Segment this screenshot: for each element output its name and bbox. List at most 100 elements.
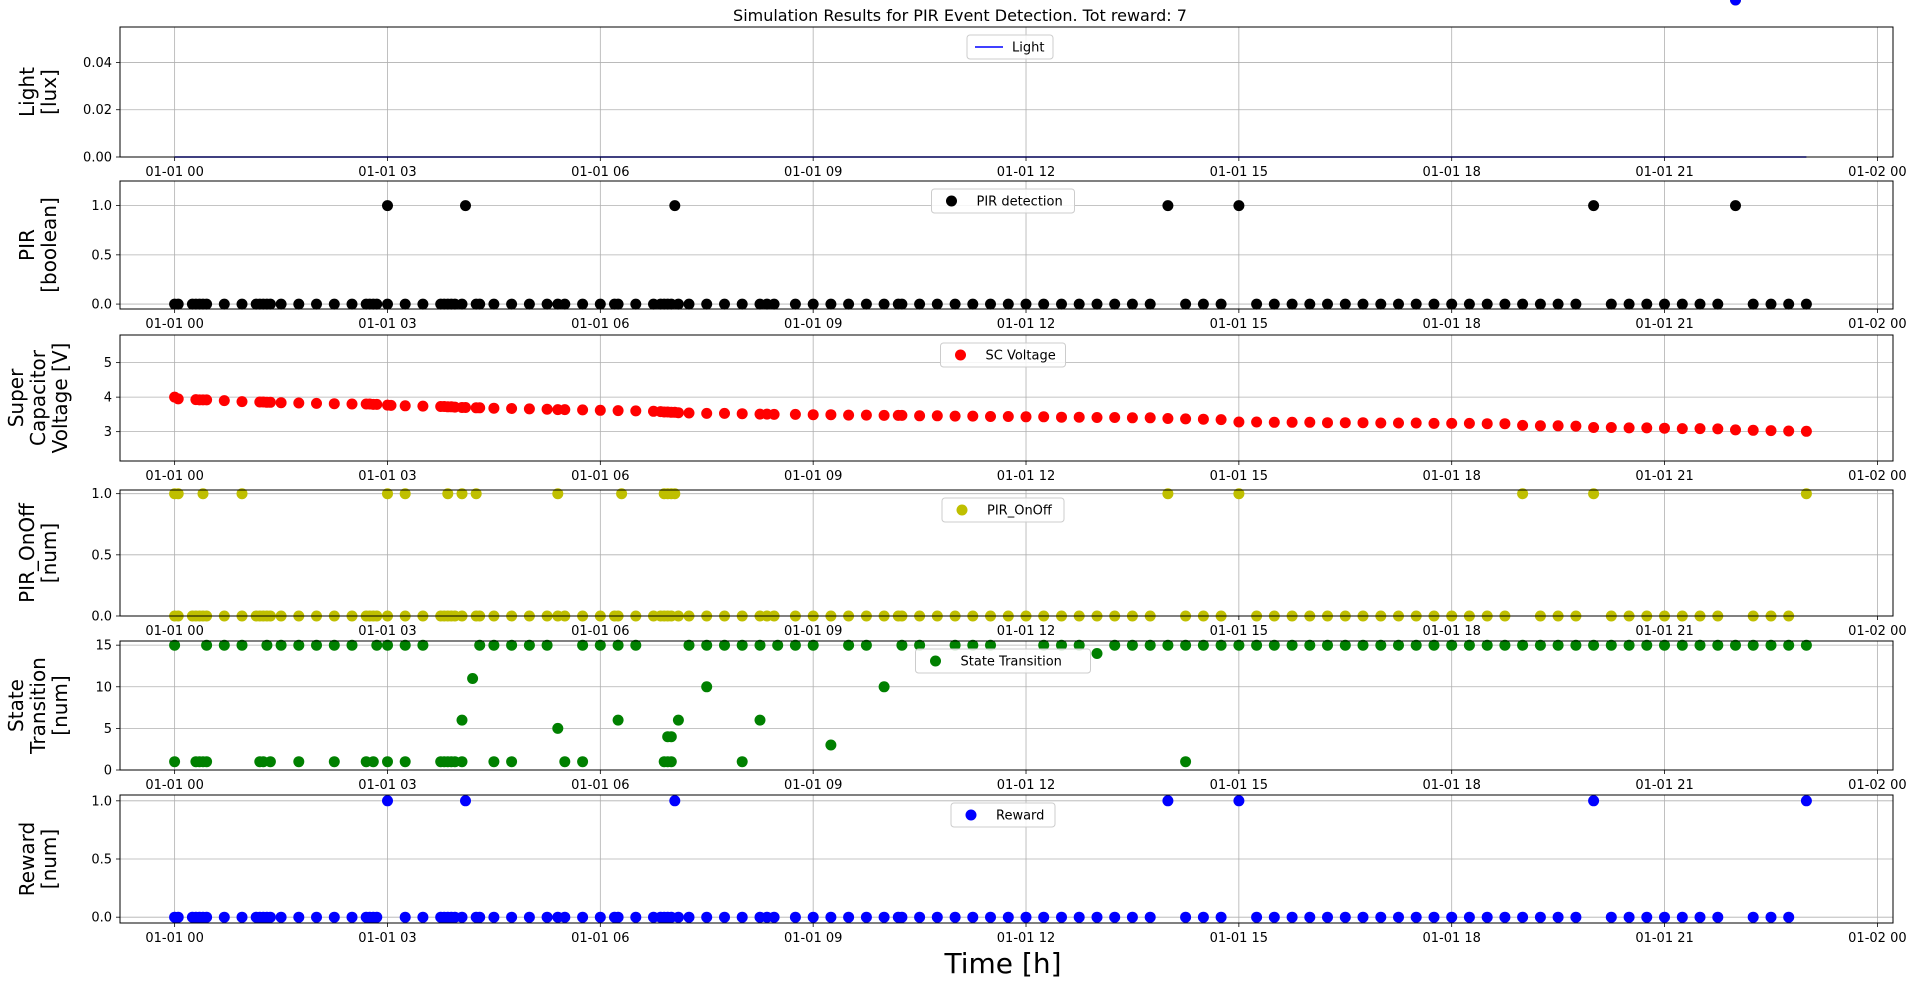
data-point xyxy=(1233,416,1245,428)
data-point xyxy=(1783,425,1795,437)
data-point xyxy=(843,298,855,310)
data-point xyxy=(201,756,213,768)
data-point xyxy=(768,911,780,923)
data-point xyxy=(169,756,181,768)
data-point xyxy=(346,398,358,410)
data-point xyxy=(985,639,996,651)
data-point xyxy=(843,911,855,923)
data-point xyxy=(488,298,500,310)
y-tick-label: 1.0 xyxy=(91,199,112,214)
data-point xyxy=(1091,412,1103,423)
data-point xyxy=(577,298,589,310)
data-point xyxy=(931,410,943,422)
y-tick-label: 0.0 xyxy=(91,610,112,625)
data-point xyxy=(949,639,961,651)
data-point xyxy=(1268,911,1280,923)
data-point xyxy=(1534,639,1546,651)
data-point xyxy=(506,639,518,651)
data-point xyxy=(1410,417,1422,429)
data-point xyxy=(311,397,322,409)
data-point xyxy=(460,795,471,807)
data-point xyxy=(236,298,248,310)
data-point xyxy=(672,911,684,923)
data-point xyxy=(488,402,500,414)
data-point xyxy=(201,639,213,651)
legend-box xyxy=(915,648,1091,674)
y-tick-label: 15 xyxy=(95,639,112,654)
data-point xyxy=(523,403,535,415)
data-point xyxy=(1659,298,1670,310)
data-point xyxy=(1623,422,1635,434)
data-point xyxy=(1694,639,1706,651)
data-point xyxy=(1020,411,1032,423)
data-point xyxy=(860,639,872,651)
data-point xyxy=(1002,911,1014,923)
data-point xyxy=(1499,639,1511,651)
data-point xyxy=(807,298,819,310)
data-point xyxy=(218,298,230,310)
data-point xyxy=(541,403,553,415)
y-tick-label: 0.5 xyxy=(91,548,112,563)
x-tick-label: 01-01 18 xyxy=(1422,778,1480,793)
data-point xyxy=(506,911,518,923)
data-point xyxy=(612,639,624,651)
data-point xyxy=(1144,412,1156,424)
data-point xyxy=(1747,424,1759,436)
data-point xyxy=(1641,298,1653,310)
x-tick-label: 01-01 09 xyxy=(784,931,842,946)
data-point xyxy=(1038,298,1050,310)
data-point xyxy=(460,200,471,212)
data-point xyxy=(665,756,677,768)
data-point xyxy=(1481,639,1493,651)
data-point xyxy=(1676,639,1688,651)
x-tick-label: 01-01 21 xyxy=(1635,778,1693,793)
legend-label: SC Voltage xyxy=(986,349,1056,364)
x-tick-label: 01-02 00 xyxy=(1848,469,1906,484)
y-tick-label: 0.02 xyxy=(83,103,112,118)
legend-label: State Transition xyxy=(961,655,1062,670)
data-point xyxy=(1659,911,1670,923)
y-axis-label: Capacitor xyxy=(26,349,50,446)
data-point xyxy=(594,298,606,310)
data-point xyxy=(311,298,322,310)
data-point xyxy=(559,756,571,768)
data-point xyxy=(1534,420,1546,432)
data-point xyxy=(985,911,996,923)
data-point xyxy=(1233,488,1245,500)
data-point xyxy=(346,298,358,310)
data-point xyxy=(1552,911,1564,923)
data-point xyxy=(1109,639,1121,651)
data-point xyxy=(1375,911,1387,923)
data-point xyxy=(1517,298,1529,310)
data-point xyxy=(460,402,471,413)
x-axis-label: Time [h] xyxy=(943,947,1061,980)
data-point xyxy=(1517,911,1529,923)
data-point xyxy=(683,911,695,923)
data-point xyxy=(1588,639,1600,651)
data-point xyxy=(488,639,500,651)
subplot-reward: 01-01 00 01-01 03 01-01 06 01-01 09 01-01 12… xyxy=(15,0,1907,946)
data-point xyxy=(1463,298,1475,310)
x-tick-label: 01-01 12 xyxy=(997,931,1055,946)
data-point xyxy=(467,673,479,684)
data-point xyxy=(1268,416,1280,428)
x-tick-label: 01-01 12 xyxy=(997,165,1055,180)
data-point xyxy=(789,298,801,310)
data-point xyxy=(1197,413,1209,425)
data-point xyxy=(630,911,642,923)
y-tick-label: 0.5 xyxy=(91,248,112,263)
data-point xyxy=(843,409,855,421)
data-point xyxy=(949,911,961,923)
data-point xyxy=(807,911,819,923)
data-point xyxy=(346,639,358,651)
data-point xyxy=(612,298,624,310)
x-tick-label: 01-01 12 xyxy=(997,469,1055,484)
data-point xyxy=(1286,911,1298,923)
data-point xyxy=(967,911,979,923)
data-point xyxy=(456,298,468,310)
data-point xyxy=(201,298,213,310)
data-point xyxy=(1126,911,1138,923)
subplot-light: 01-01 00 01-01 03 01-01 06 01-01 09 01-01 12… xyxy=(15,26,1907,180)
data-point xyxy=(1730,0,1741,6)
data-point xyxy=(683,407,695,419)
